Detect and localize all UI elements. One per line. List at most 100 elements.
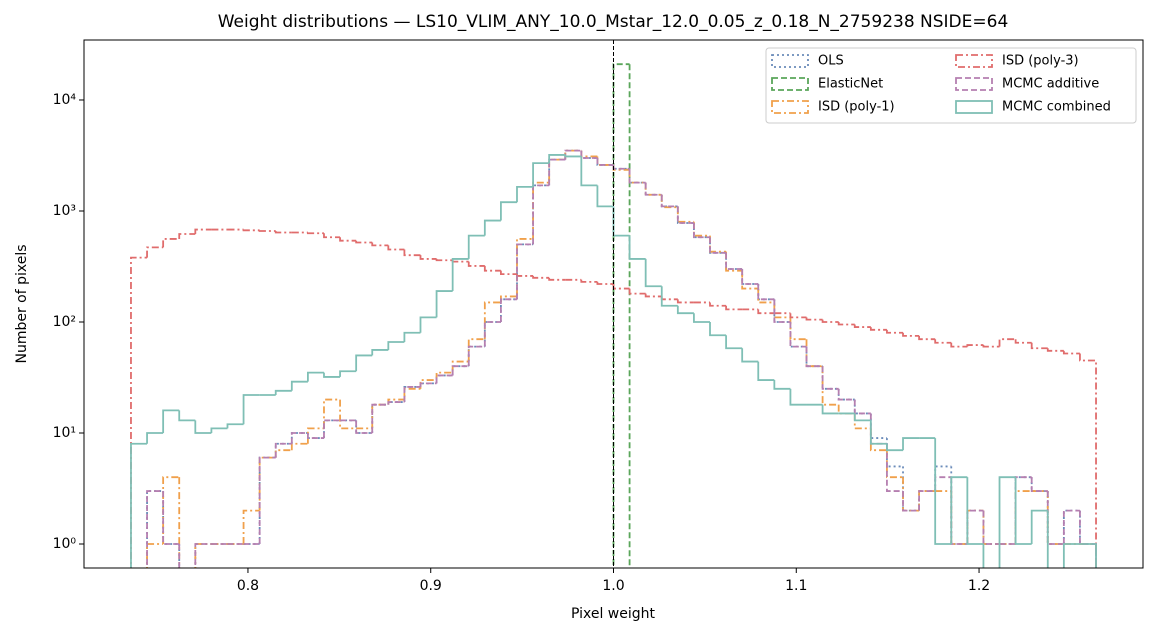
histogram-step	[323, 398, 341, 429]
histogram-step	[178, 477, 181, 568]
histogram-step	[290, 432, 308, 444]
histogram-step	[258, 456, 276, 545]
histogram-step	[821, 366, 839, 390]
histogram-step	[902, 437, 920, 451]
legend-label: MCMC combined	[1002, 100, 1111, 115]
histogram-step	[693, 221, 711, 237]
legend-label: ElasticNet	[818, 77, 883, 92]
histogram-step	[467, 345, 485, 367]
histogram-step	[387, 245, 405, 251]
histogram-step	[500, 298, 517, 322]
histogram-step	[451, 260, 469, 263]
histogram-step	[869, 428, 887, 452]
x-tick-label: 0.8	[237, 578, 259, 594]
histogram-step	[869, 327, 887, 331]
histogram-step	[290, 380, 308, 391]
histogram-step	[1079, 353, 1097, 568]
histogram-step	[451, 365, 469, 376]
histogram-step	[500, 298, 517, 322]
histogram-step	[483, 321, 501, 347]
histogram-step	[741, 270, 759, 290]
histogram-step	[998, 476, 1016, 568]
histogram-step	[242, 394, 260, 425]
histogram-step	[773, 299, 791, 323]
histogram-step	[886, 443, 904, 492]
histogram-step	[548, 277, 566, 281]
histogram-step	[757, 283, 775, 301]
histogram-step	[789, 317, 807, 341]
y-tick-label: 10³	[53, 203, 76, 219]
histogram-step	[226, 423, 244, 429]
chart-title: Weight distributions — LS10_VLIM_ANY_10.…	[218, 12, 1009, 32]
histogram-step	[982, 510, 1000, 545]
histogram-step	[596, 158, 614, 166]
legend-label: ISD (poly-1)	[818, 100, 895, 115]
histogram-step	[1046, 491, 1064, 545]
histogram-step	[918, 490, 936, 511]
histogram-step	[355, 420, 373, 434]
histogram-step	[403, 331, 421, 343]
histogram-step	[1079, 543, 1097, 568]
histogram-step	[918, 490, 936, 511]
histogram-step	[162, 491, 180, 545]
histogram-step	[580, 279, 598, 283]
histogram-step	[274, 389, 292, 395]
histogram-step	[660, 296, 678, 301]
histogram-step	[709, 302, 727, 307]
histogram-step	[419, 316, 437, 333]
histogram-step	[676, 207, 694, 223]
histogram-step	[837, 388, 855, 401]
histogram-step	[805, 346, 823, 368]
histogram-step	[339, 399, 357, 430]
histogram-step	[821, 319, 839, 323]
histogram-step	[146, 490, 164, 568]
histogram-step	[387, 401, 405, 405]
histogram-step	[371, 403, 389, 434]
histogram-step	[323, 419, 341, 439]
histogram-step	[178, 544, 181, 568]
histogram-step	[644, 182, 662, 196]
histogram-step	[258, 230, 276, 232]
histogram-step	[194, 420, 212, 434]
histogram-step	[210, 427, 228, 434]
histogram-step	[950, 342, 968, 348]
histogram-step	[548, 158, 566, 183]
histogram-step	[676, 299, 694, 304]
histogram-step	[307, 232, 324, 235]
histogram-step	[612, 63, 630, 568]
y-axis-label: Number of pixels	[14, 244, 30, 363]
histogram-step	[725, 251, 743, 272]
legend-swatch	[955, 77, 993, 91]
histogram-step	[548, 154, 566, 164]
histogram-step	[323, 372, 341, 378]
histogram-step	[274, 231, 292, 234]
histogram-step	[853, 324, 871, 328]
histogram-step	[162, 476, 180, 545]
histogram-step	[853, 413, 871, 422]
histogram-step	[950, 476, 968, 545]
histogram-step	[178, 544, 181, 568]
histogram-step	[596, 158, 614, 166]
histogram-step	[934, 476, 952, 492]
histogram-step	[548, 158, 566, 186]
histogram-step	[1079, 543, 1097, 568]
histogram-step	[355, 354, 373, 372]
histogram-step	[805, 346, 823, 368]
legend-swatch	[955, 54, 993, 68]
histogram-step	[821, 404, 839, 415]
histogram-step	[837, 321, 855, 326]
histogram-step	[194, 543, 212, 568]
histogram-step	[580, 150, 598, 158]
histogram-step	[162, 491, 180, 545]
histogram-step	[805, 317, 823, 321]
histogram-step	[194, 543, 212, 568]
histogram-step	[709, 235, 727, 253]
histogram-step	[998, 338, 1016, 347]
histogram-step	[516, 243, 534, 300]
histogram-step	[1014, 476, 1032, 545]
histogram-step	[1030, 477, 1048, 492]
histogram-step	[596, 156, 614, 166]
histogram-step	[1014, 339, 1032, 344]
histogram-step	[242, 229, 260, 232]
